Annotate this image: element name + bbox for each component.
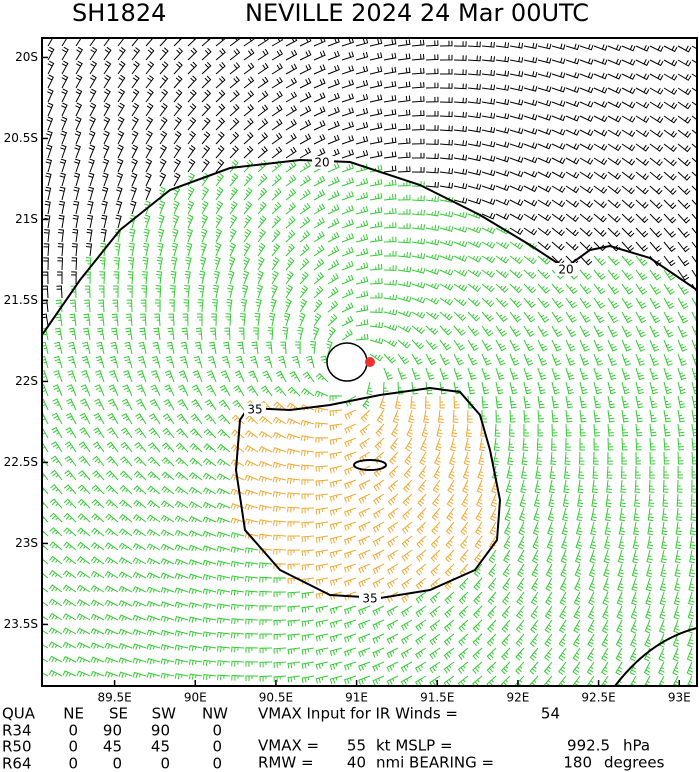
- contour-label: 20: [314, 156, 329, 170]
- y-tick-label: 23S: [15, 536, 38, 550]
- table-header: SE: [109, 705, 128, 723]
- info-label: RMW =: [258, 754, 314, 772]
- table-cell: 0: [68, 722, 78, 740]
- info-panel: VMAX Input for IR Winds = 54 VMAX = 55 k…: [2, 705, 665, 772]
- x-tick-label: 91.5E: [420, 691, 454, 705]
- table-cell: 0: [212, 755, 222, 772]
- axes: 89.5E 90E 90.5E 91E 91.5E 92E 92.5E 93E 20S 20.5S…: [4, 50, 691, 705]
- y-tick-label: 20S: [15, 50, 38, 64]
- table-header: QUA: [2, 705, 36, 723]
- table-cell: R64: [2, 755, 32, 772]
- label-bg: [244, 403, 266, 416]
- info-label: VMAX Input for IR Winds =: [258, 705, 458, 723]
- table-cell: 0: [160, 755, 170, 772]
- label-bg: [359, 592, 381, 605]
- x-tick-label: 90.5E: [259, 691, 293, 705]
- y-tick-label: 22.5S: [4, 455, 38, 469]
- info-value: 54: [541, 705, 560, 723]
- label-bg: [555, 263, 577, 276]
- info-value: 55: [347, 737, 366, 755]
- info-unit: degrees: [604, 754, 665, 772]
- table-header: NE: [63, 705, 84, 723]
- contour-label: 35: [362, 592, 377, 606]
- contour-label: 35: [247, 403, 262, 417]
- contour-line: [42, 158, 697, 336]
- table-cell: 0: [112, 755, 122, 772]
- info-value: 992.5: [567, 737, 610, 755]
- x-tick-label: 89.5E: [97, 691, 131, 705]
- table-cell: 90: [151, 722, 170, 740]
- table-cell: R50: [2, 738, 32, 756]
- x-tick-label: 91E: [345, 691, 368, 705]
- info-unit: hPa: [623, 737, 650, 755]
- table-cell: 45: [151, 738, 170, 756]
- storm-center: [365, 357, 375, 367]
- contour-line: [234, 386, 502, 600]
- contour-line: [326, 342, 368, 382]
- x-tick-label: 90E: [184, 691, 207, 705]
- storm-id: SH1824: [72, 0, 166, 27]
- y-tick-label: 21.5S: [4, 293, 38, 307]
- x-tick-label: 92.5E: [581, 691, 615, 705]
- frame: [41, 37, 698, 687]
- info-label: nmi BEARING =: [376, 754, 494, 772]
- x-tick-label: 92E: [506, 691, 529, 705]
- table-cell: 45: [103, 738, 122, 756]
- y-tick-label: 23.5S: [4, 617, 38, 631]
- y-tick-label: 22S: [15, 374, 38, 388]
- table-cell: 90: [103, 722, 122, 740]
- contour-line: [614, 627, 697, 686]
- barb-group: [230, 395, 498, 603]
- info-value: 180: [563, 754, 592, 772]
- table-cell: 0: [212, 722, 222, 740]
- contours: [42, 158, 697, 686]
- title: NEVILLE 2024 24 Mar 00UTC: [245, 0, 589, 27]
- contour-line: [353, 459, 387, 471]
- wind-barbs: [42, 38, 697, 686]
- label-bg: [312, 156, 334, 169]
- info-value: 40: [347, 754, 366, 772]
- table-cell: 0: [68, 738, 78, 756]
- info-label: VMAX =: [258, 737, 319, 755]
- table-cell: 0: [212, 738, 222, 756]
- table-header: NW: [202, 705, 228, 723]
- table-cell: 0: [68, 755, 78, 772]
- info-label: kt MSLP =: [376, 737, 453, 755]
- y-tick-label: 20.5S: [4, 131, 38, 145]
- barb-group: [42, 159, 697, 686]
- contour-label: 20: [558, 263, 573, 277]
- y-tick-label: 21S: [15, 212, 38, 226]
- x-tick-label: 93E: [668, 691, 691, 705]
- table-header: SW: [152, 705, 177, 723]
- barb-group: [42, 38, 697, 327]
- table-cell: R34: [2, 722, 32, 740]
